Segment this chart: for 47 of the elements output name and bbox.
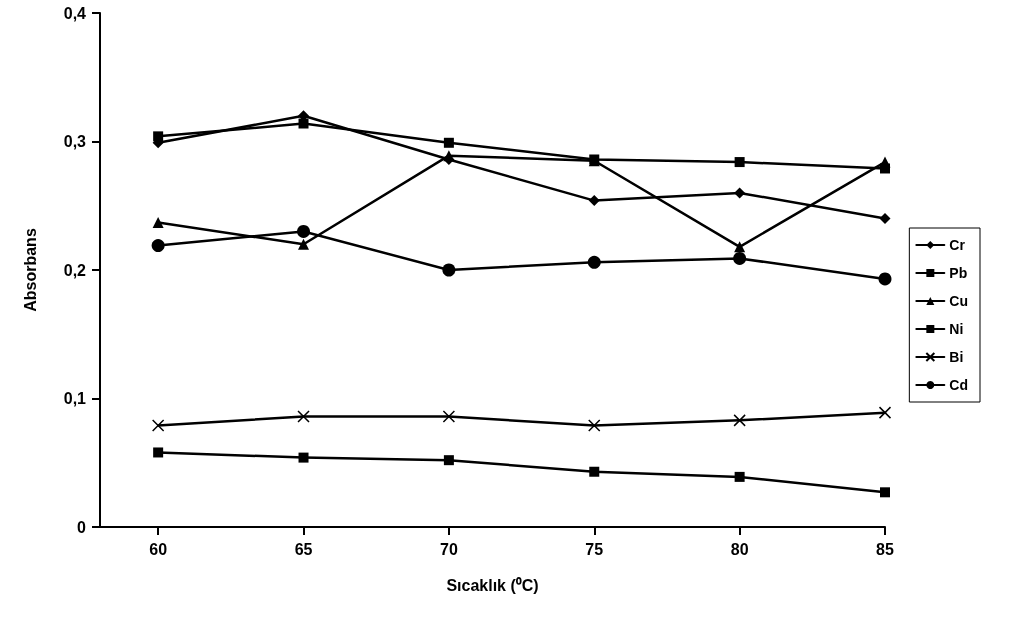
y-tick-label: 0 bbox=[77, 518, 87, 536]
point bbox=[588, 419, 601, 432]
point bbox=[151, 239, 165, 253]
legend-label: Bi bbox=[949, 349, 964, 365]
point bbox=[734, 241, 746, 253]
point bbox=[734, 471, 745, 482]
y-tick-label: 0,2 bbox=[63, 261, 87, 279]
x-tick-label: 65 bbox=[294, 540, 313, 558]
point bbox=[880, 487, 890, 498]
x-tick-label: 75 bbox=[585, 540, 604, 558]
legend-label: Ni bbox=[949, 321, 964, 337]
point bbox=[589, 466, 600, 477]
point bbox=[298, 452, 309, 463]
y-tick-label: 0,4 bbox=[63, 4, 87, 22]
y-tick-label: 0,3 bbox=[63, 133, 87, 150]
point bbox=[878, 272, 892, 286]
legend-label: Cd bbox=[949, 377, 969, 393]
point bbox=[734, 157, 745, 168]
point bbox=[442, 263, 456, 277]
point bbox=[442, 410, 456, 423]
point bbox=[297, 410, 310, 423]
point bbox=[297, 224, 311, 238]
point bbox=[298, 118, 309, 129]
point bbox=[733, 251, 747, 265]
y-axis-title: Absorbans bbox=[21, 228, 39, 312]
point bbox=[298, 238, 310, 250]
point bbox=[879, 213, 891, 225]
point bbox=[588, 195, 600, 207]
legend-label: Pb bbox=[949, 265, 968, 281]
x-axis-title: Sıcaklık (⁰C) bbox=[446, 576, 539, 594]
y-tick-label: 0,1 bbox=[63, 390, 87, 407]
x-tick-label: 85 bbox=[876, 540, 894, 558]
point bbox=[880, 163, 890, 174]
point bbox=[153, 447, 164, 458]
legend-label: Cr bbox=[949, 237, 966, 253]
x-tick-label: 60 bbox=[149, 540, 168, 558]
legend-label: Cu bbox=[949, 293, 969, 309]
point bbox=[443, 455, 454, 466]
point bbox=[151, 419, 165, 432]
point bbox=[878, 406, 892, 419]
x-tick-label: 80 bbox=[730, 540, 749, 558]
point bbox=[152, 216, 164, 228]
point bbox=[733, 414, 746, 427]
point bbox=[443, 137, 454, 148]
x-tick-label: 70 bbox=[439, 540, 458, 558]
point bbox=[587, 255, 601, 269]
point bbox=[734, 187, 746, 199]
